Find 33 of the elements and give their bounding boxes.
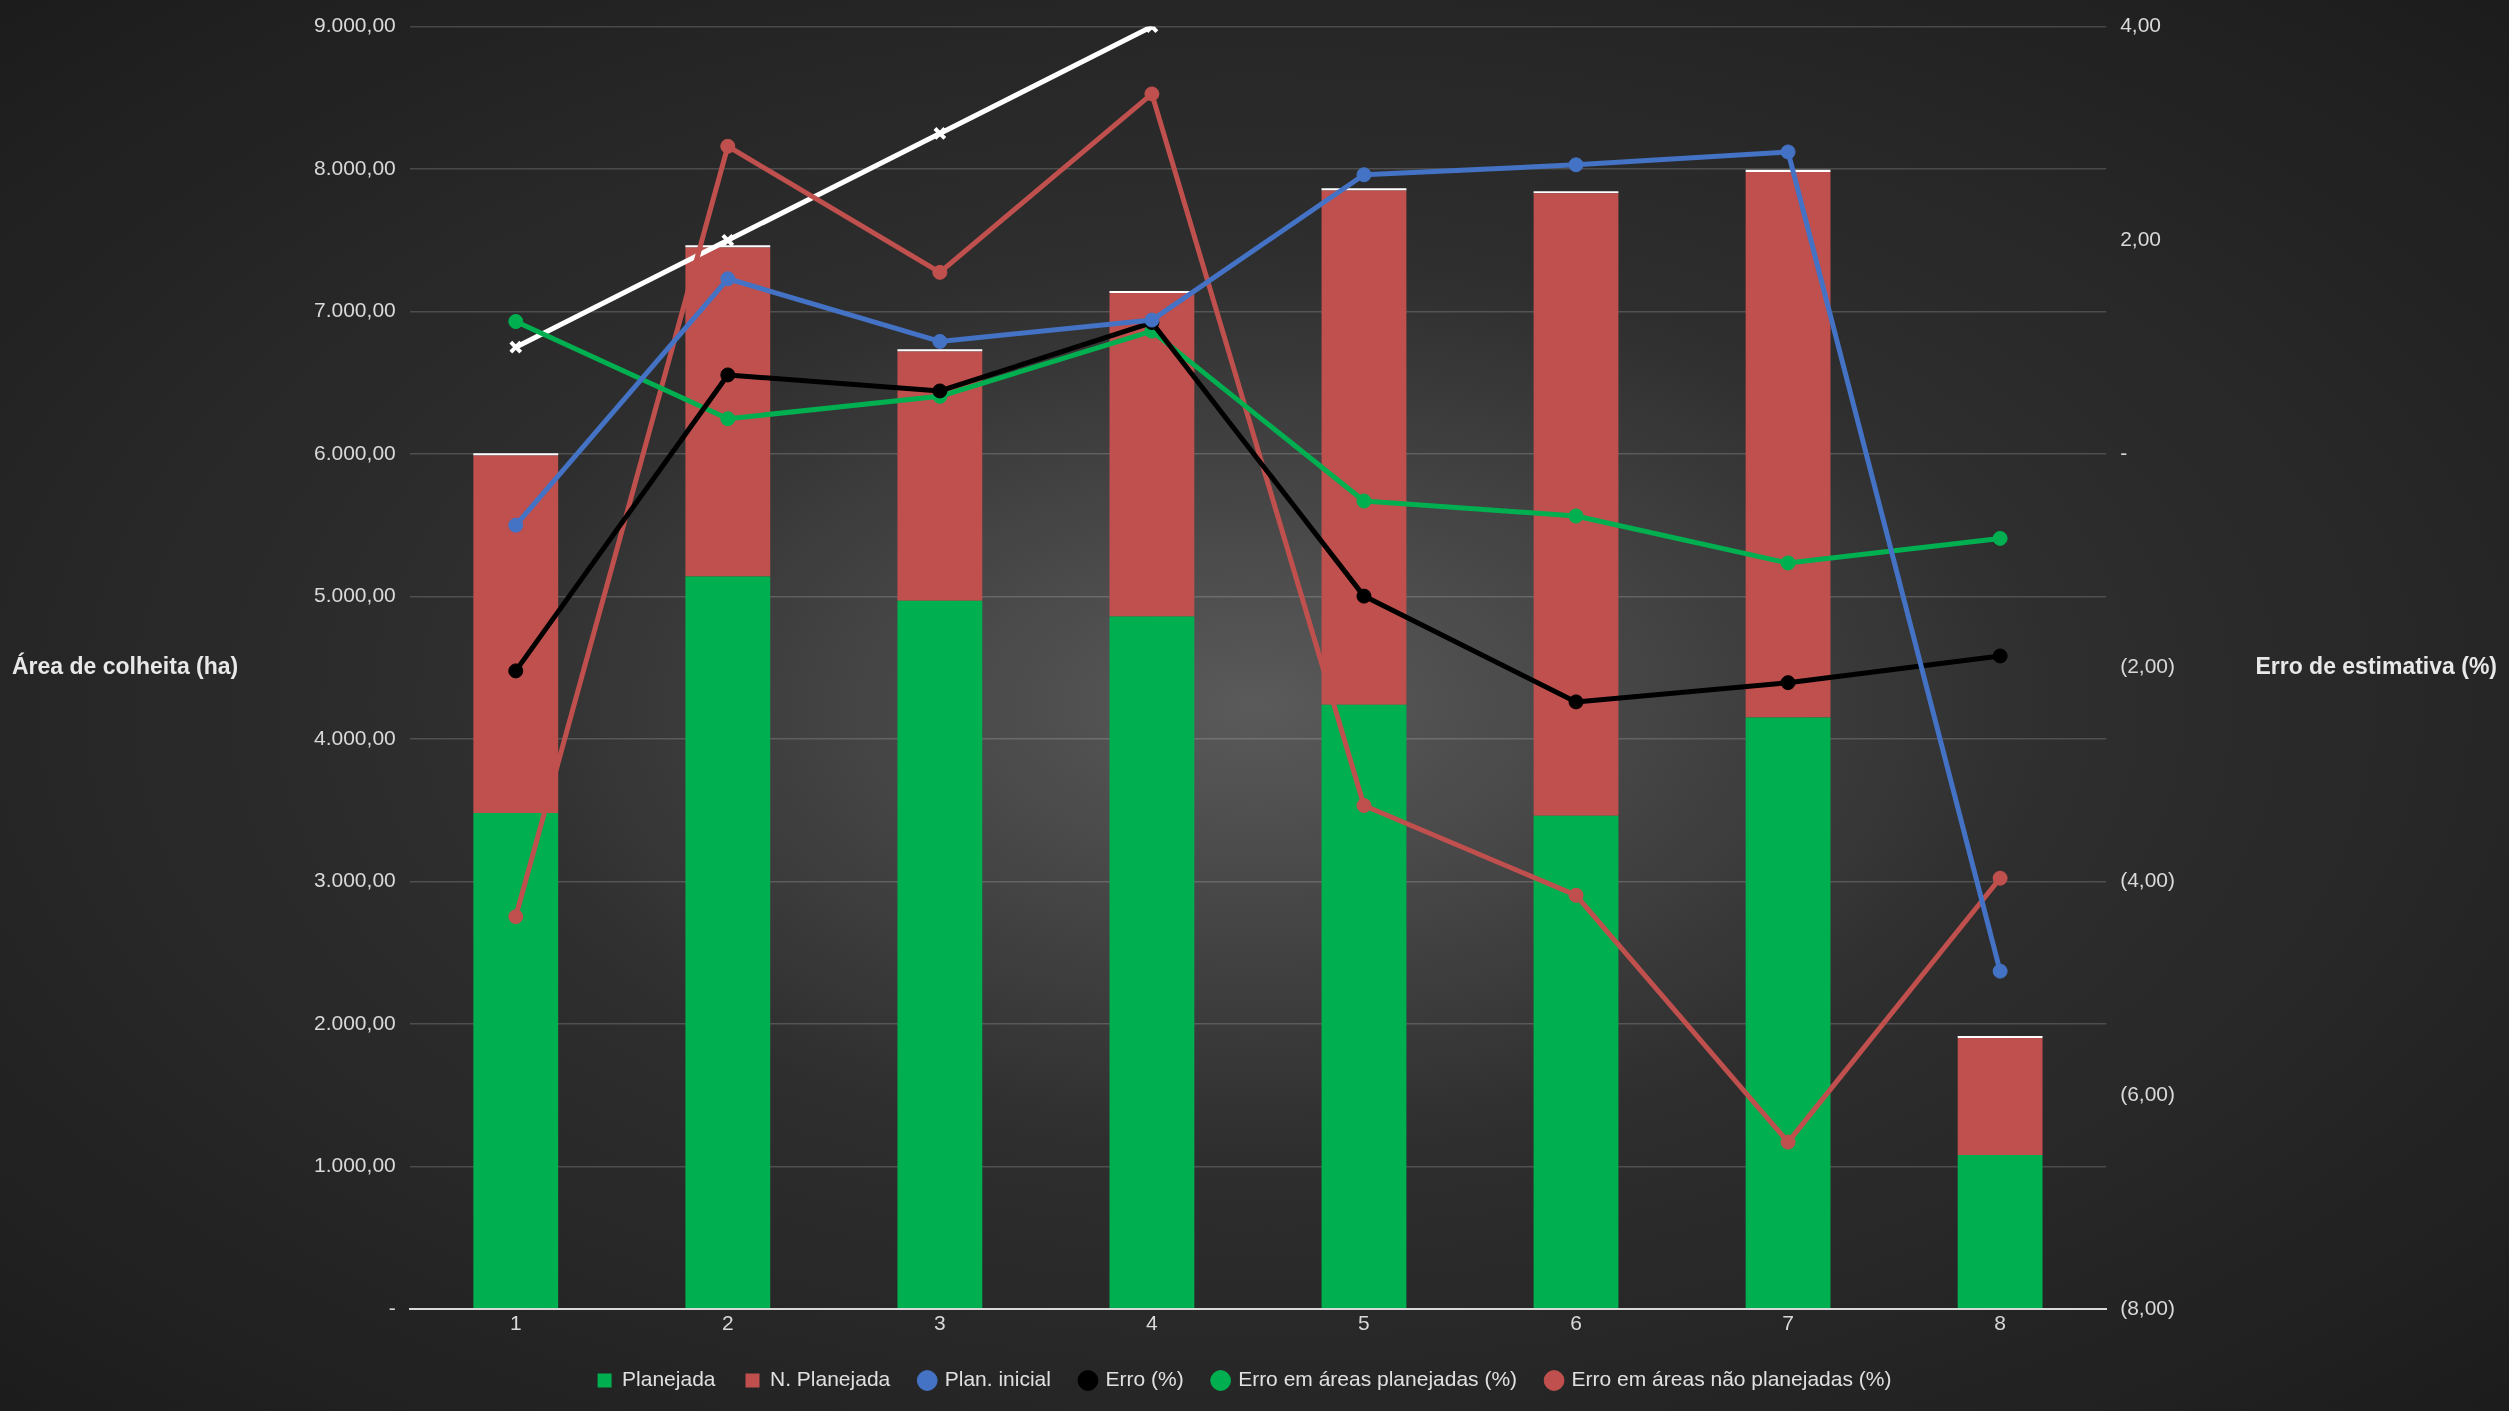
x-tick-label: 8 — [1994, 1311, 2006, 1335]
x-tick-label: 7 — [1782, 1311, 1794, 1335]
y2-tick-label: (8,00) — [2120, 1295, 2175, 1319]
y2-tick-label: 4,00 — [2120, 13, 2162, 37]
legend-label: N. Planejada — [770, 1367, 891, 1391]
y-axis-title: Área de colheita (ha) — [12, 652, 239, 680]
legend-label: Erro em áreas planejadas (%) — [1238, 1367, 1518, 1391]
y2-tick-label: - — [2120, 440, 2128, 464]
y2-tick-label: (4,00) — [2120, 868, 2175, 892]
x-tick-label: 4 — [1146, 1311, 1159, 1335]
x-tick-label: 2 — [721, 1311, 734, 1335]
x-tick-label: 5 — [1358, 1311, 1370, 1335]
y-tick-label: 4.000,00 — [313, 725, 396, 749]
legend-label: Plan. inicial — [944, 1367, 1051, 1391]
y2-tick-label: (2,00) — [2120, 654, 2175, 678]
y-tick-label: 1.000,00 — [313, 1153, 396, 1177]
x-tick-label: 3 — [934, 1311, 946, 1335]
y-tick-label: 3.000,00 — [313, 868, 396, 892]
y-tick-label: 8.000,00 — [313, 155, 396, 179]
legend-label: Planejada — [622, 1367, 716, 1391]
y2-tick-label: (6,00) — [2120, 1081, 2175, 1105]
y-tick-label: - — [388, 1295, 396, 1319]
x-tick-label: 6 — [1570, 1311, 1582, 1335]
legend-label: Erro (%) — [1105, 1367, 1184, 1391]
legend-label: Erro em áreas não planejadas (%) — [1571, 1367, 1892, 1391]
x-tick-label: 1 — [509, 1311, 522, 1335]
y-tick-label: 9.000,00 — [313, 13, 396, 37]
y-tick-label: 5.000,00 — [313, 583, 396, 607]
y2-tick-label: 2,00 — [2120, 227, 2162, 251]
y2-axis-title: Erro de estimativa (%) — [2255, 653, 2497, 680]
y-tick-label: 7.000,00 — [313, 298, 396, 322]
y-tick-label: 2.000,00 — [313, 1010, 396, 1034]
y-tick-label: 6.000,00 — [313, 440, 396, 464]
